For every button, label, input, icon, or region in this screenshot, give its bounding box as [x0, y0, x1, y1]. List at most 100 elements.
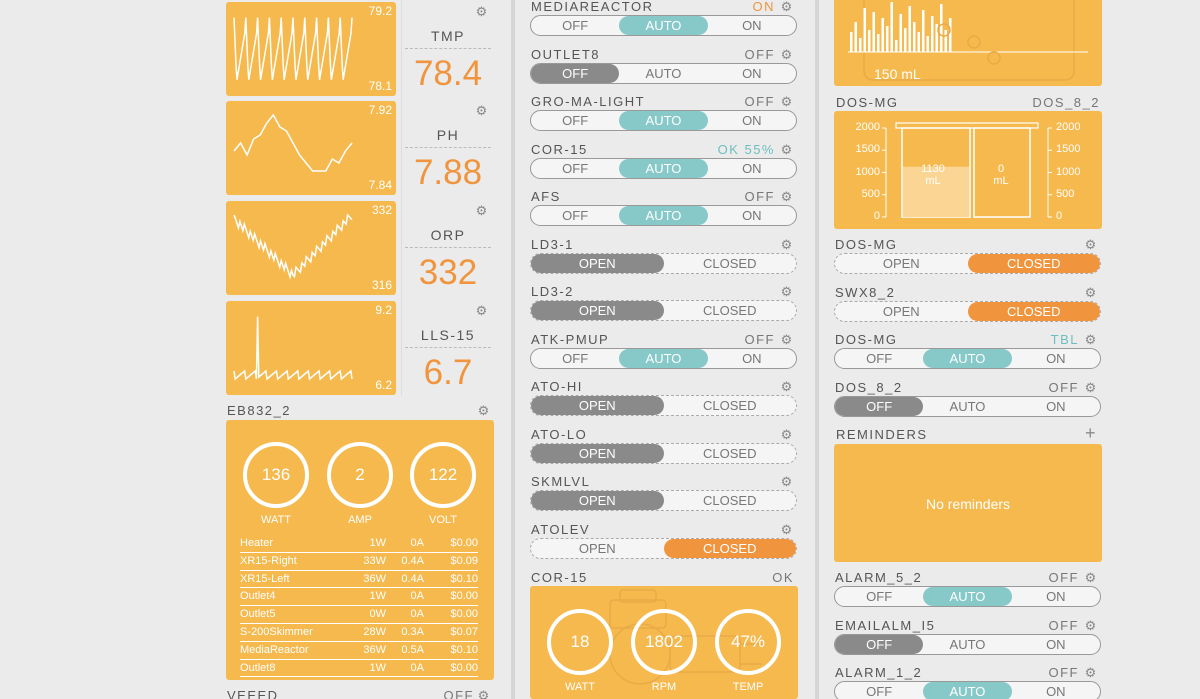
switch-option-off[interactable]: OFF	[562, 160, 589, 176]
switch-option-open[interactable]: OPEN	[882, 256, 920, 271]
switch-option-closed[interactable]: CLOSED	[703, 493, 757, 508]
outlet-switch[interactable]: OFF AUTO ON	[530, 110, 797, 131]
outlet-switch[interactable]: OFF AUTO ON	[834, 586, 1101, 607]
switch-option-off[interactable]: OFF	[531, 63, 620, 83]
open-closed-switch[interactable]: OPEN CLOSED	[834, 300, 1101, 322]
switch-option-auto[interactable]: AUTO	[619, 111, 708, 130]
open-closed-switch[interactable]: OPEN CLOSED	[834, 253, 1101, 274]
open-closed-switch[interactable]: OPEN CLOSED	[530, 395, 797, 416]
switch-option-on[interactable]: ON	[742, 160, 762, 176]
dosing-volume-panel[interactable]: 150 mL	[834, 0, 1102, 86]
switch-option-auto[interactable]: AUTO	[619, 348, 708, 368]
switch-option-auto[interactable]: AUTO	[923, 587, 1012, 606]
switch-option-off[interactable]: OFF	[866, 351, 893, 366]
open-closed-switch[interactable]: OPEN CLOSED	[530, 252, 797, 274]
switch-option-off[interactable]: OFF	[562, 113, 589, 128]
gear-icon[interactable]: ⚙	[780, 46, 793, 62]
outlet-switch[interactable]: OFF AUTO ON	[834, 395, 1101, 417]
add-reminder-button[interactable]: +	[1085, 423, 1096, 443]
switch-option-closed[interactable]: CLOSED	[663, 538, 796, 558]
switch-option-closed[interactable]: CLOSED	[967, 254, 1100, 273]
gear-icon[interactable]: ⚙	[780, 94, 793, 109]
switch-option-off[interactable]: OFF	[562, 350, 589, 366]
switch-option-auto[interactable]: AUTO	[949, 398, 986, 414]
switch-option-off[interactable]: OFF	[866, 589, 893, 604]
probe-chart[interactable]: 7.92 7.84	[226, 101, 396, 195]
probe-chart[interactable]: 79.2 78.1	[226, 2, 396, 96]
gear-icon[interactable]: ⚙	[780, 426, 793, 442]
gear-icon[interactable]: ⚙	[1084, 379, 1097, 395]
switch-option-on[interactable]: ON	[1046, 589, 1066, 604]
switch-option-auto[interactable]: AUTO	[923, 682, 1012, 699]
dosing-container-panel[interactable]: 2000 2000 1500 1500 1000 1000 500 500 0 0 1130 mL…	[834, 111, 1102, 229]
open-closed-switch[interactable]: OPEN CLOSED	[530, 442, 797, 464]
switch-option-open[interactable]: OPEN	[531, 443, 664, 463]
switch-option-auto[interactable]: AUTO	[619, 16, 708, 35]
gear-icon[interactable]: ⚙	[475, 303, 488, 318]
gear-icon[interactable]: ⚙	[475, 4, 488, 19]
switch-option-on[interactable]: ON	[742, 113, 762, 128]
gear-icon[interactable]: ⚙	[477, 403, 490, 418]
outlet-switch[interactable]: OFF AUTO ON	[530, 205, 797, 226]
gear-icon[interactable]: ⚙	[1084, 237, 1097, 252]
open-closed-switch[interactable]: OPEN CLOSED	[530, 537, 797, 559]
outlet-switch[interactable]: OFF AUTO ON	[530, 62, 797, 84]
outlet-switch[interactable]: OFF AUTO ON	[834, 348, 1101, 369]
gear-icon[interactable]: ⚙	[780, 0, 793, 14]
gear-icon[interactable]: ⚙	[1084, 284, 1097, 300]
switch-option-closed[interactable]: CLOSED	[703, 303, 757, 318]
gear-icon[interactable]: ⚙	[1084, 332, 1097, 347]
switch-option-on[interactable]: ON	[742, 208, 762, 223]
switch-option-open[interactable]: OPEN	[531, 396, 664, 415]
probe-chart[interactable]: 332 316	[226, 201, 396, 295]
probe-chart[interactable]: 9.2 6.2	[226, 301, 396, 395]
outlet-switch[interactable]: OFF AUTO ON	[530, 347, 797, 369]
switch-option-on[interactable]: ON	[1046, 398, 1066, 414]
switch-option-on[interactable]: ON	[742, 65, 762, 81]
outlet-switch[interactable]: OFF AUTO ON	[530, 157, 797, 179]
switch-option-open[interactable]: OPEN	[531, 301, 664, 320]
gear-icon[interactable]: ⚙	[1084, 570, 1097, 585]
gear-icon[interactable]: ⚙	[780, 379, 793, 394]
switch-option-closed[interactable]: CLOSED	[703, 255, 757, 271]
gear-icon[interactable]: ⚙	[780, 236, 793, 252]
switch-option-open[interactable]: OPEN	[882, 303, 920, 319]
gear-icon[interactable]: ⚙	[780, 474, 793, 489]
outlet-switch[interactable]: OFF AUTO ON	[834, 633, 1101, 655]
switch-option-on[interactable]: ON	[742, 18, 762, 33]
switch-option-on[interactable]: ON	[742, 350, 762, 366]
switch-option-open[interactable]: OPEN	[531, 253, 664, 273]
switch-option-off[interactable]: OFF	[562, 208, 589, 223]
gear-icon[interactable]: ⚙	[475, 103, 488, 118]
switch-option-auto[interactable]: AUTO	[923, 349, 1012, 368]
switch-option-off[interactable]: OFF	[835, 396, 924, 416]
switch-option-auto[interactable]: AUTO	[619, 158, 708, 178]
open-closed-switch[interactable]: OPEN CLOSED	[530, 300, 797, 321]
gear-icon[interactable]: ⚙	[780, 331, 793, 347]
gear-icon[interactable]: ⚙	[477, 688, 490, 699]
switch-option-on[interactable]: ON	[1046, 351, 1066, 366]
switch-option-on[interactable]: ON	[1046, 636, 1066, 652]
switch-option-off[interactable]: OFF	[866, 684, 893, 699]
switch-option-open[interactable]: OPEN	[578, 540, 616, 556]
open-closed-switch[interactable]: OPEN CLOSED	[530, 490, 797, 511]
switch-option-open[interactable]: OPEN	[531, 491, 664, 510]
gear-icon[interactable]: ⚙	[780, 189, 793, 204]
switch-option-closed[interactable]: CLOSED	[967, 301, 1100, 321]
switch-option-off[interactable]: OFF	[835, 634, 924, 654]
gear-icon[interactable]: ⚙	[780, 141, 793, 157]
gear-icon[interactable]: ⚙	[1084, 617, 1097, 633]
gear-icon[interactable]: ⚙	[780, 284, 793, 299]
gear-icon[interactable]: ⚙	[780, 521, 793, 537]
switch-option-auto[interactable]: AUTO	[949, 636, 986, 652]
switch-option-closed[interactable]: CLOSED	[703, 398, 757, 413]
switch-option-closed[interactable]: CLOSED	[703, 445, 757, 461]
switch-option-auto[interactable]: AUTO	[645, 65, 682, 81]
switch-option-on[interactable]: ON	[1046, 684, 1066, 699]
switch-option-off[interactable]: OFF	[562, 18, 589, 33]
switch-option-auto[interactable]: AUTO	[619, 206, 708, 225]
outlet-switch[interactable]: OFF AUTO ON	[834, 681, 1101, 699]
gear-icon[interactable]: ⚙	[1084, 665, 1097, 680]
gear-icon[interactable]: ⚙	[475, 203, 488, 218]
outlet-switch[interactable]: OFF AUTO ON	[530, 15, 797, 36]
